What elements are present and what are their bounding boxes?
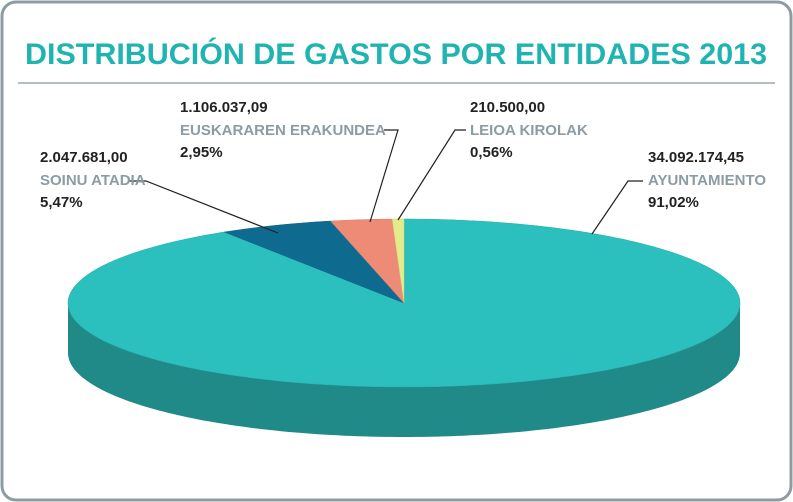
category-label: LEIOA KIROLAK: [470, 122, 588, 139]
slice: [223, 220, 405, 304]
chart-title: DISTRIBUCIÓN DE GASTOS POR ENTIDADES 201…: [25, 37, 767, 71]
amount-label: 210.500,00: [470, 99, 545, 116]
amount-label: 1.106.037,09: [180, 99, 268, 116]
amount-label: 34.092.174,45: [648, 149, 744, 166]
percent-label: 0,56%: [470, 144, 513, 161]
percent-label: 5,47%: [40, 194, 83, 211]
percent-label: 91,02%: [648, 194, 699, 211]
category-label: EUSKARAREN ERAKUNDEA: [180, 122, 386, 139]
amount-label: 2.047.681,00: [40, 149, 128, 166]
leader-line: [369, 129, 399, 223]
leader-line: [397, 129, 466, 221]
percent-label: 2,95%: [180, 144, 223, 161]
leader-line: [128, 180, 279, 234]
category-label: AYUNTAMIENTO: [648, 172, 766, 189]
leader-line: [591, 180, 643, 235]
slice-side: [68, 303, 740, 437]
slice: [329, 218, 405, 304]
category-label: SOINU ATADIA: [40, 172, 146, 189]
